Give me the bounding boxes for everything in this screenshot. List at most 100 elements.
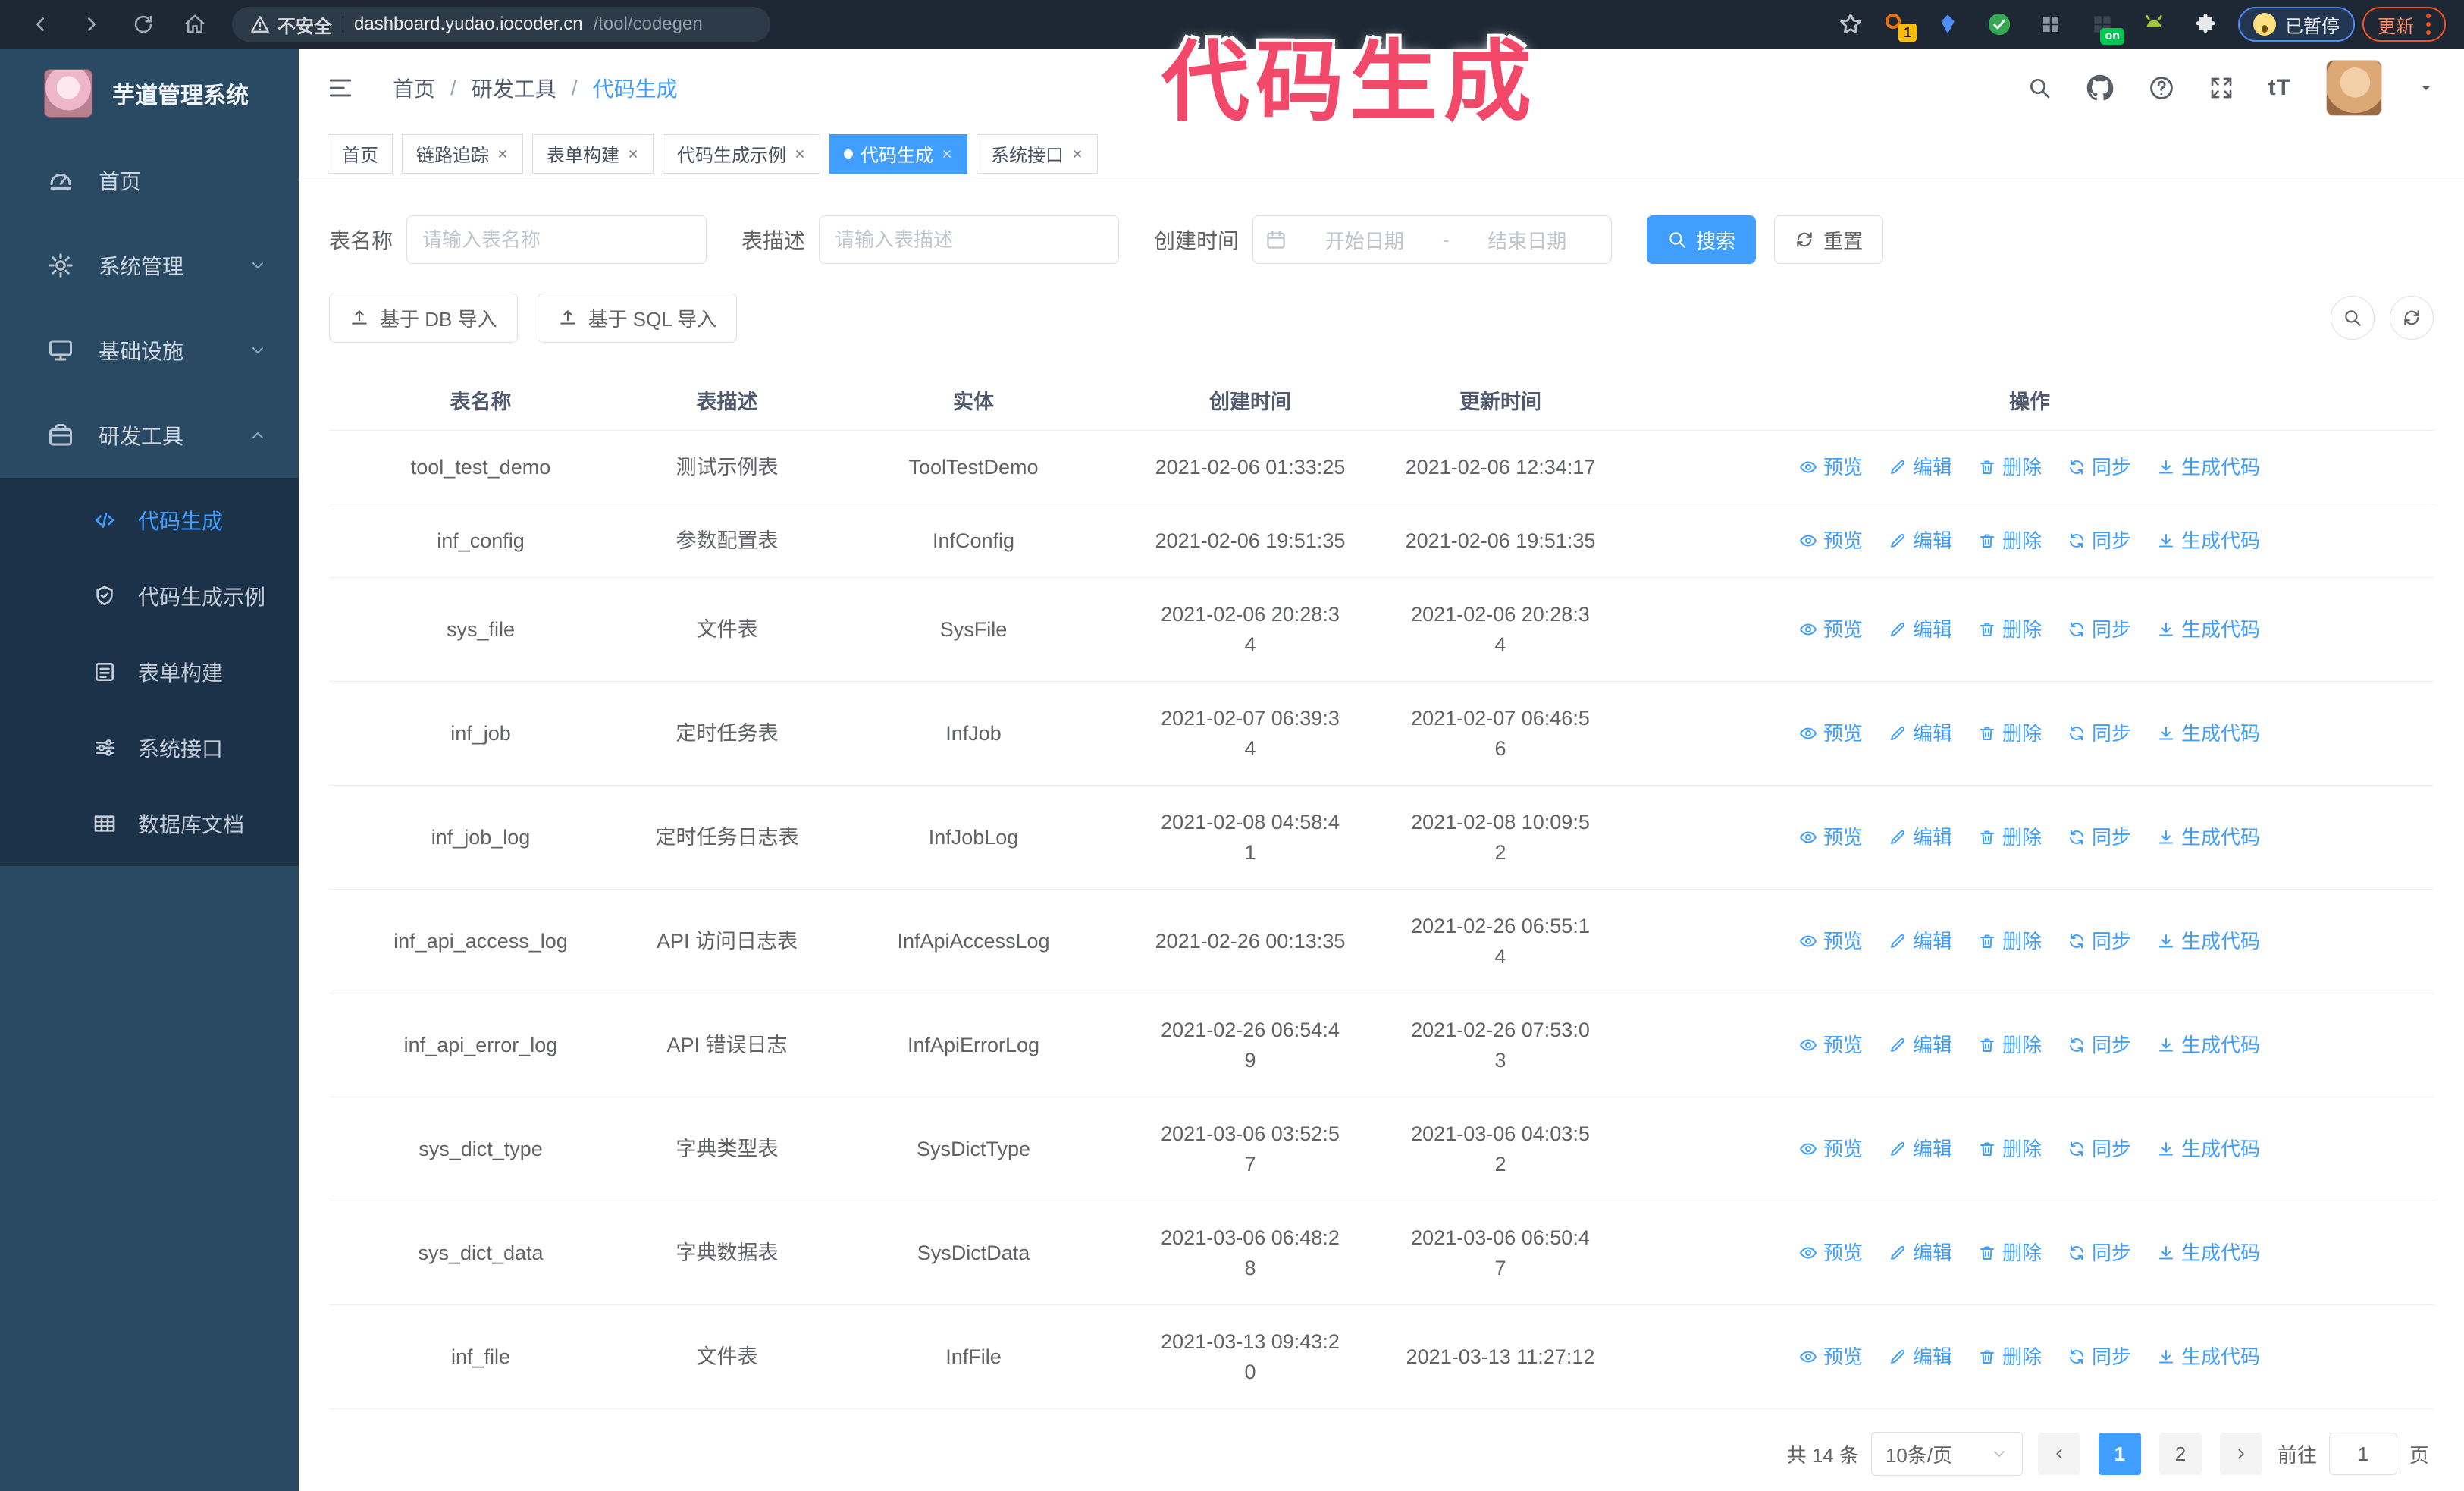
- edit-link[interactable]: 编辑: [1889, 1342, 1952, 1372]
- check-extension-icon[interactable]: [1985, 10, 2014, 39]
- date-range-picker[interactable]: 开始日期 - 结束日期: [1252, 215, 1613, 264]
- page-size-select[interactable]: 10条/页: [1870, 1432, 2023, 1476]
- tab-close-icon[interactable]: [794, 148, 806, 160]
- preview-link[interactable]: 预览: [1799, 1238, 1863, 1268]
- grid-extension-icon[interactable]: [2036, 10, 2065, 39]
- delete-link[interactable]: 删除: [1978, 452, 2042, 482]
- edit-link[interactable]: 编辑: [1889, 822, 1952, 852]
- sync-link[interactable]: 同步: [2067, 718, 2131, 749]
- sync-link[interactable]: 同步: [2067, 1030, 2131, 1060]
- paused-badge[interactable]: 已暂停: [2238, 7, 2355, 42]
- generate-code-link[interactable]: 生成代码: [2157, 1134, 2260, 1164]
- sync-link[interactable]: 同步: [2067, 452, 2131, 482]
- import-sql-button[interactable]: 基于 SQL 导入: [537, 293, 738, 343]
- browser-reload-button[interactable]: [121, 6, 165, 42]
- tab-home[interactable]: 首页: [328, 133, 393, 174]
- sidebar-item-infra[interactable]: 基础设施: [0, 308, 299, 393]
- preview-link[interactable]: 预览: [1799, 718, 1863, 749]
- preview-link[interactable]: 预览: [1799, 526, 1863, 556]
- tab-codegen-example[interactable]: 代码生成示例: [663, 133, 820, 174]
- sync-link[interactable]: 同步: [2067, 1134, 2131, 1164]
- font-size-icon[interactable]: tT: [2268, 75, 2291, 100]
- delete-link[interactable]: 删除: [1978, 718, 2042, 749]
- address-bar[interactable]: 不安全 dashboard.yudao.iocoder.cn/tool/code…: [232, 7, 770, 42]
- search-button[interactable]: 搜索: [1647, 215, 1757, 264]
- tab-close-icon[interactable]: [497, 148, 509, 160]
- goto-page-input[interactable]: [2328, 1433, 2397, 1475]
- sidebar-item-home[interactable]: 首页: [0, 138, 299, 223]
- table-desc-input[interactable]: [819, 215, 1120, 264]
- tab-close-icon[interactable]: [627, 148, 639, 160]
- preview-link[interactable]: 预览: [1799, 452, 1863, 482]
- prev-page-button[interactable]: [2037, 1433, 2080, 1475]
- delete-link[interactable]: 删除: [1978, 1030, 2042, 1060]
- generate-code-link[interactable]: 生成代码: [2157, 1030, 2260, 1060]
- sync-link[interactable]: 同步: [2067, 1238, 2131, 1268]
- generate-code-link[interactable]: 生成代码: [2157, 822, 2260, 852]
- edit-link[interactable]: 编辑: [1889, 452, 1952, 482]
- edit-link[interactable]: 编辑: [1889, 926, 1952, 956]
- tab-tracing[interactable]: 链路追踪: [402, 133, 523, 174]
- sidebar-collapse-button[interactable]: [328, 75, 353, 101]
- refresh-table-button[interactable]: [2390, 296, 2434, 340]
- chrome-extension-icon[interactable]: 1: [1882, 10, 1917, 42]
- tab-close-icon[interactable]: [941, 148, 953, 160]
- sidebar-item-form-builder[interactable]: 表单构建: [0, 634, 299, 710]
- generate-code-link[interactable]: 生成代码: [2157, 1342, 2260, 1372]
- edit-link[interactable]: 编辑: [1889, 1238, 1952, 1268]
- delete-link[interactable]: 删除: [1978, 1342, 2042, 1372]
- sidebar-item-system[interactable]: 系统管理: [0, 223, 299, 308]
- tab-codegen[interactable]: 代码生成: [829, 133, 967, 174]
- sidebar-item-system-api[interactable]: 系统接口: [0, 710, 299, 786]
- page-button-2[interactable]: 2: [2158, 1433, 2202, 1475]
- security-chip[interactable]: 不安全: [250, 11, 332, 38]
- browser-back-button[interactable]: [18, 6, 62, 42]
- sync-link[interactable]: 同步: [2067, 526, 2131, 556]
- sidebar-item-devtools[interactable]: 研发工具: [0, 393, 299, 478]
- tag-assistant-extension-icon[interactable]: on: [2088, 10, 2124, 45]
- sync-link[interactable]: 同步: [2067, 1342, 2131, 1372]
- tab-close-icon[interactable]: [1071, 148, 1083, 160]
- sidebar-item-db-doc[interactable]: 数据库文档: [0, 786, 299, 862]
- avatar-caret-icon[interactable]: [2417, 79, 2435, 97]
- generate-code-link[interactable]: 生成代码: [2157, 718, 2260, 749]
- bookmark-star-icon[interactable]: [1838, 11, 1864, 37]
- preview-link[interactable]: 预览: [1799, 926, 1863, 956]
- gem-extension-icon[interactable]: [1933, 10, 1962, 39]
- sync-link[interactable]: 同步: [2067, 614, 2131, 645]
- next-page-button[interactable]: [2219, 1433, 2262, 1475]
- search-icon[interactable]: [2027, 76, 2052, 100]
- preview-link[interactable]: 预览: [1799, 1134, 1863, 1164]
- preview-link[interactable]: 预览: [1799, 822, 1863, 852]
- edit-link[interactable]: 编辑: [1889, 1030, 1952, 1060]
- sync-link[interactable]: 同步: [2067, 926, 2131, 956]
- breadcrumb-home[interactable]: 首页: [393, 77, 436, 101]
- edit-link[interactable]: 编辑: [1889, 614, 1952, 645]
- browser-menu-icon[interactable]: [2426, 14, 2431, 35]
- reset-button[interactable]: 重置: [1774, 215, 1884, 264]
- generate-code-link[interactable]: 生成代码: [2157, 926, 2260, 956]
- edit-link[interactable]: 编辑: [1889, 1134, 1952, 1164]
- page-button-1[interactable]: 1: [2098, 1433, 2141, 1475]
- sidebar-item-codegen-example[interactable]: 代码生成示例: [0, 558, 299, 634]
- help-icon[interactable]: [2149, 75, 2174, 101]
- preview-link[interactable]: 预览: [1799, 1030, 1863, 1060]
- delete-link[interactable]: 删除: [1978, 614, 2042, 645]
- avatar[interactable]: [2326, 60, 2382, 116]
- browser-update-button[interactable]: 更新: [2362, 7, 2446, 42]
- sidebar-item-codegen[interactable]: 代码生成: [0, 482, 299, 558]
- puzzle-extensions-icon[interactable]: [2191, 10, 2220, 39]
- delete-link[interactable]: 删除: [1978, 926, 2042, 956]
- import-db-button[interactable]: 基于 DB 导入: [329, 293, 518, 343]
- preview-link[interactable]: 预览: [1799, 614, 1863, 645]
- github-icon[interactable]: [2086, 74, 2114, 102]
- generate-code-link[interactable]: 生成代码: [2157, 452, 2260, 482]
- table-name-input[interactable]: [406, 215, 707, 264]
- generate-code-link[interactable]: 生成代码: [2157, 526, 2260, 556]
- tab-system-api[interactable]: 系统接口: [977, 133, 1098, 174]
- fullscreen-icon[interactable]: [2209, 76, 2234, 100]
- generate-code-link[interactable]: 生成代码: [2157, 614, 2260, 645]
- toggle-search-button[interactable]: [2331, 296, 2375, 340]
- delete-link[interactable]: 删除: [1978, 526, 2042, 556]
- generate-code-link[interactable]: 生成代码: [2157, 1238, 2260, 1268]
